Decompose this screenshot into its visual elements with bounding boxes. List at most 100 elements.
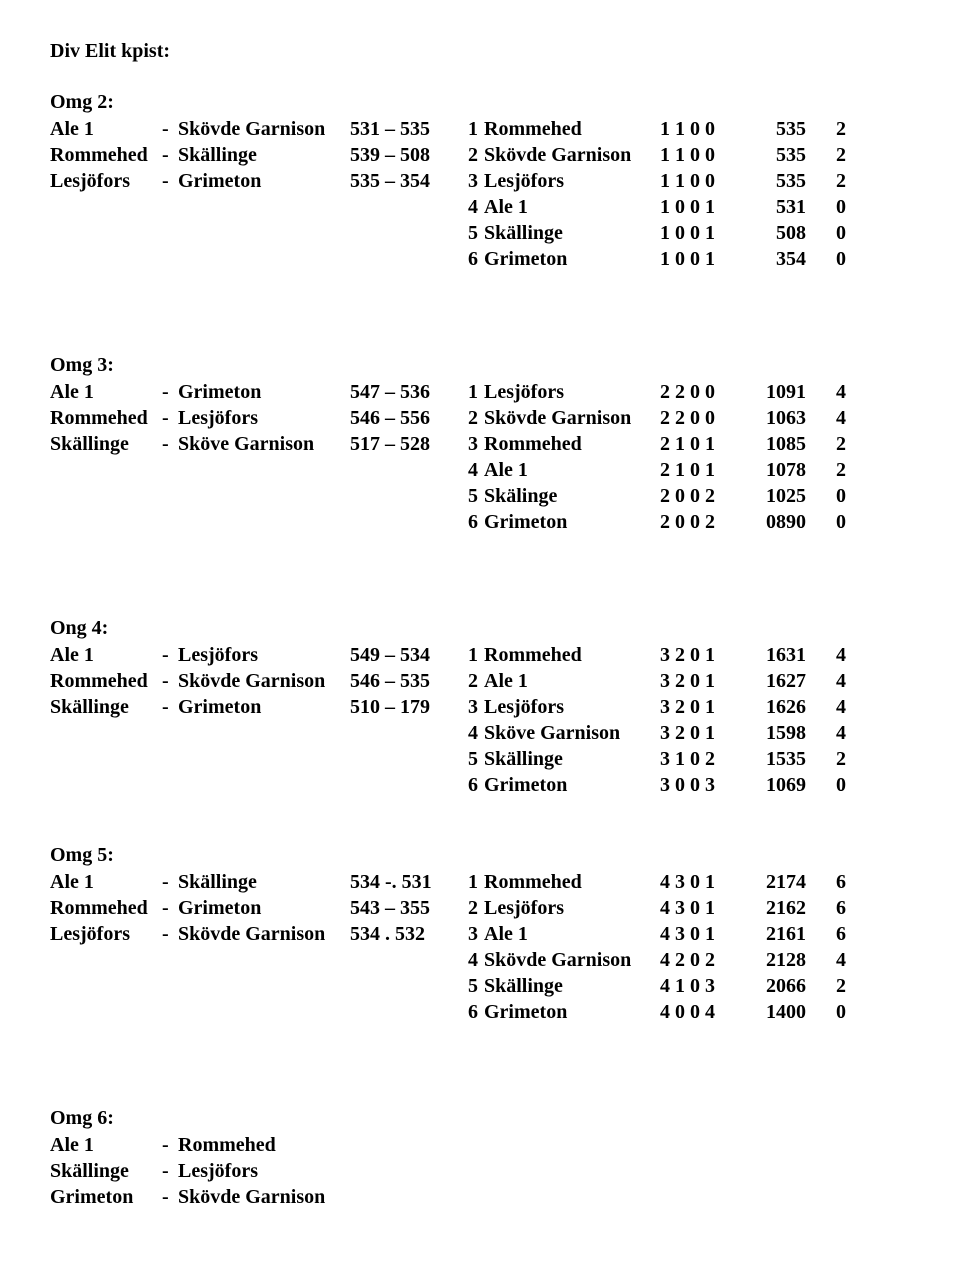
spacer [50,1035,910,1079]
standing-team: Skällinge [484,220,660,246]
match-home: Grimeton [50,1184,162,1210]
row: Ale 1- Skövde Garnison531 – 5351Rommehed… [50,116,910,142]
dash: - [162,921,178,947]
standing-rank: 2 [458,668,478,694]
standing-p: 0 [806,246,846,272]
standing-team: Skällinge [484,973,660,999]
standing-record: 2 1 0 1 [660,457,736,483]
dash: - [162,116,178,142]
standing-rank: 4 [458,457,478,483]
standing-team: Grimeton [484,772,660,798]
standing-rank: 3 [458,431,478,457]
match-away: Lesjöfors [178,642,350,668]
standing-rank: 5 [458,220,478,246]
dash: - [162,1184,178,1210]
match-score: 531 – 535 [350,116,458,142]
standing-record: 3 2 0 1 [660,694,736,720]
standing-team: Skällinge [484,746,660,772]
row: Grimeton- Skövde Garnison [50,1184,910,1210]
round-block: Omg 2:Ale 1- Skövde Garnison531 – 5351Ro… [50,91,910,272]
standing-p: 0 [806,999,846,1025]
round-block: Omg 3:Ale 1- Grimeton547 – 5361Lesjöfors… [50,354,910,535]
standing-record: 4 2 0 2 [660,947,736,973]
document-title: Div Elit kpist: [50,40,910,63]
standing-rank: 6 [458,509,478,535]
row: 4Ale 11 0 0 15310 [50,194,910,220]
standing-p: 4 [806,405,846,431]
standing-p: 2 [806,142,846,168]
standing-record: 1 1 0 0 [660,116,736,142]
match-home: Skällinge [50,431,162,457]
dash: - [162,895,178,921]
row: 5Skällinge4 1 0 320662 [50,973,910,999]
standing-p: 6 [806,869,846,895]
row: 6Grimeton2 0 0 208900 [50,509,910,535]
standing-p: 0 [806,194,846,220]
filler [50,973,458,999]
standing-points: 1025 [736,483,806,509]
standing-team: Rommehed [484,116,660,142]
standing-rank: 1 [458,642,478,668]
row: Rommehed- Skällinge539 – 5082Skövde Garn… [50,142,910,168]
standing-p: 2 [806,746,846,772]
match-score: 543 – 355 [350,895,458,921]
row: 5Skälinge2 0 0 210250 [50,483,910,509]
standing-rank: 2 [458,895,478,921]
standing-team: Grimeton [484,999,660,1025]
row: 5Skällinge1 0 0 15080 [50,220,910,246]
standing-p: 2 [806,431,846,457]
filler [50,483,458,509]
standing-rank: 6 [458,999,478,1025]
match-score: 535 – 354 [350,168,458,194]
dash: - [162,642,178,668]
round-block: Ong 4:Ale 1- Lesjöfors549 – 5341Rommehed… [50,617,910,798]
standing-record: 1 0 0 1 [660,246,736,272]
filler [50,720,458,746]
row: Lesjöfors- Skövde Garnison534 . 5323Ale … [50,921,910,947]
row: Skällinge- Lesjöfors [50,1158,910,1184]
standing-p: 0 [806,220,846,246]
standing-rank: 5 [458,973,478,999]
dash: - [162,869,178,895]
round-block: Omg 5:Ale 1- Skällinge534 -. 5311Rommehe… [50,844,910,1025]
filler [50,999,458,1025]
standing-rank: 6 [458,772,478,798]
standing-rank: 2 [458,142,478,168]
round-block: Omg 6:Ale 1- RommehedSkällinge- Lesjöfor… [50,1107,910,1210]
standing-points: 535 [736,142,806,168]
match-score [350,1132,458,1158]
standing-rank: 5 [458,746,478,772]
row: 6Grimeton3 0 0 310690 [50,772,910,798]
standing-record: 3 2 0 1 [660,668,736,694]
standing-record: 3 2 0 1 [660,720,736,746]
standing-p: 0 [806,509,846,535]
match-home: Skällinge [50,1158,162,1184]
dash: - [162,668,178,694]
spacer [50,808,910,816]
standing-p: 4 [806,668,846,694]
standing-rank: 3 [458,921,478,947]
standing-rank: 1 [458,869,478,895]
standing-team: Rommehed [484,642,660,668]
match-score: 549 – 534 [350,642,458,668]
standing-p: 6 [806,921,846,947]
match-score [350,1158,458,1184]
match-away: Lesjöfors [178,1158,350,1184]
dash: - [162,431,178,457]
standing-points: 0890 [736,509,806,535]
standing-record: 3 0 0 3 [660,772,736,798]
standing-record: 4 3 0 1 [660,895,736,921]
match-away: Rommehed [178,1132,350,1158]
standing-points: 1400 [736,999,806,1025]
standing-record: 4 3 0 1 [660,869,736,895]
match-away: Grimeton [178,895,350,921]
standing-rank: 4 [458,194,478,220]
standing-team: Ale 1 [484,457,660,483]
match-away: Skövde Garnison [178,921,350,947]
standing-rank: 4 [458,947,478,973]
standing-team: Rommehed [484,869,660,895]
row: 4Ale 12 1 0 110782 [50,457,910,483]
match-home: Rommehed [50,895,162,921]
standing-record: 3 1 0 2 [660,746,736,772]
standing-p: 4 [806,947,846,973]
